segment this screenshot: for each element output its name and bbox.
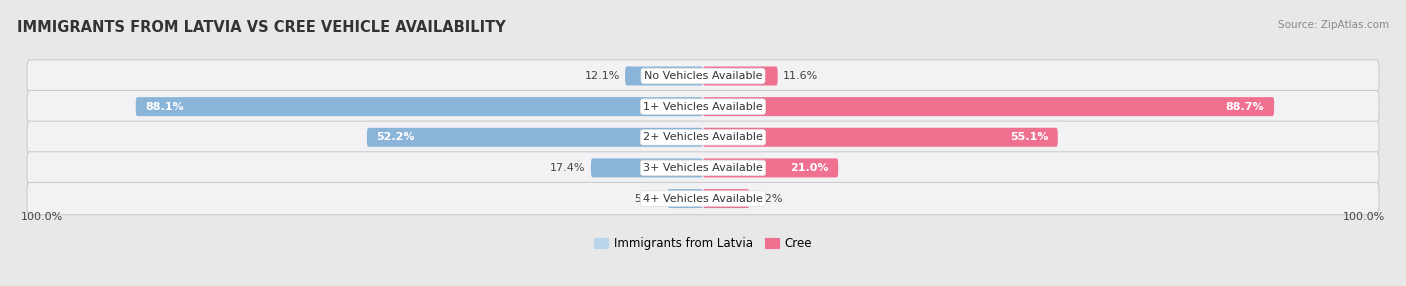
FancyBboxPatch shape (27, 152, 1379, 184)
FancyBboxPatch shape (27, 182, 1379, 215)
Text: 88.1%: 88.1% (145, 102, 184, 112)
FancyBboxPatch shape (703, 189, 749, 208)
Text: 3+ Vehicles Available: 3+ Vehicles Available (643, 163, 763, 173)
Text: 52.2%: 52.2% (377, 132, 415, 142)
Text: 1+ Vehicles Available: 1+ Vehicles Available (643, 102, 763, 112)
Text: 7.2%: 7.2% (755, 194, 783, 204)
Text: 17.4%: 17.4% (550, 163, 586, 173)
FancyBboxPatch shape (703, 128, 1057, 147)
Text: 2+ Vehicles Available: 2+ Vehicles Available (643, 132, 763, 142)
Text: 55.1%: 55.1% (1010, 132, 1047, 142)
Text: IMMIGRANTS FROM LATVIA VS CREE VEHICLE AVAILABILITY: IMMIGRANTS FROM LATVIA VS CREE VEHICLE A… (17, 20, 506, 35)
FancyBboxPatch shape (136, 97, 703, 116)
Text: 12.1%: 12.1% (585, 71, 620, 81)
FancyBboxPatch shape (27, 60, 1379, 92)
Text: 11.6%: 11.6% (783, 71, 818, 81)
Text: Source: ZipAtlas.com: Source: ZipAtlas.com (1278, 20, 1389, 30)
Legend: Immigrants from Latvia, Cree: Immigrants from Latvia, Cree (589, 233, 817, 255)
Text: 88.7%: 88.7% (1226, 102, 1264, 112)
Text: 21.0%: 21.0% (790, 163, 828, 173)
Text: 100.0%: 100.0% (21, 212, 63, 222)
Text: 5.5%: 5.5% (634, 194, 662, 204)
FancyBboxPatch shape (703, 97, 1274, 116)
FancyBboxPatch shape (703, 67, 778, 86)
FancyBboxPatch shape (27, 121, 1379, 153)
FancyBboxPatch shape (668, 189, 703, 208)
FancyBboxPatch shape (626, 67, 703, 86)
Text: 100.0%: 100.0% (1343, 212, 1385, 222)
Text: 4+ Vehicles Available: 4+ Vehicles Available (643, 194, 763, 204)
Text: No Vehicles Available: No Vehicles Available (644, 71, 762, 81)
FancyBboxPatch shape (703, 158, 838, 177)
FancyBboxPatch shape (27, 90, 1379, 123)
FancyBboxPatch shape (367, 128, 703, 147)
FancyBboxPatch shape (591, 158, 703, 177)
